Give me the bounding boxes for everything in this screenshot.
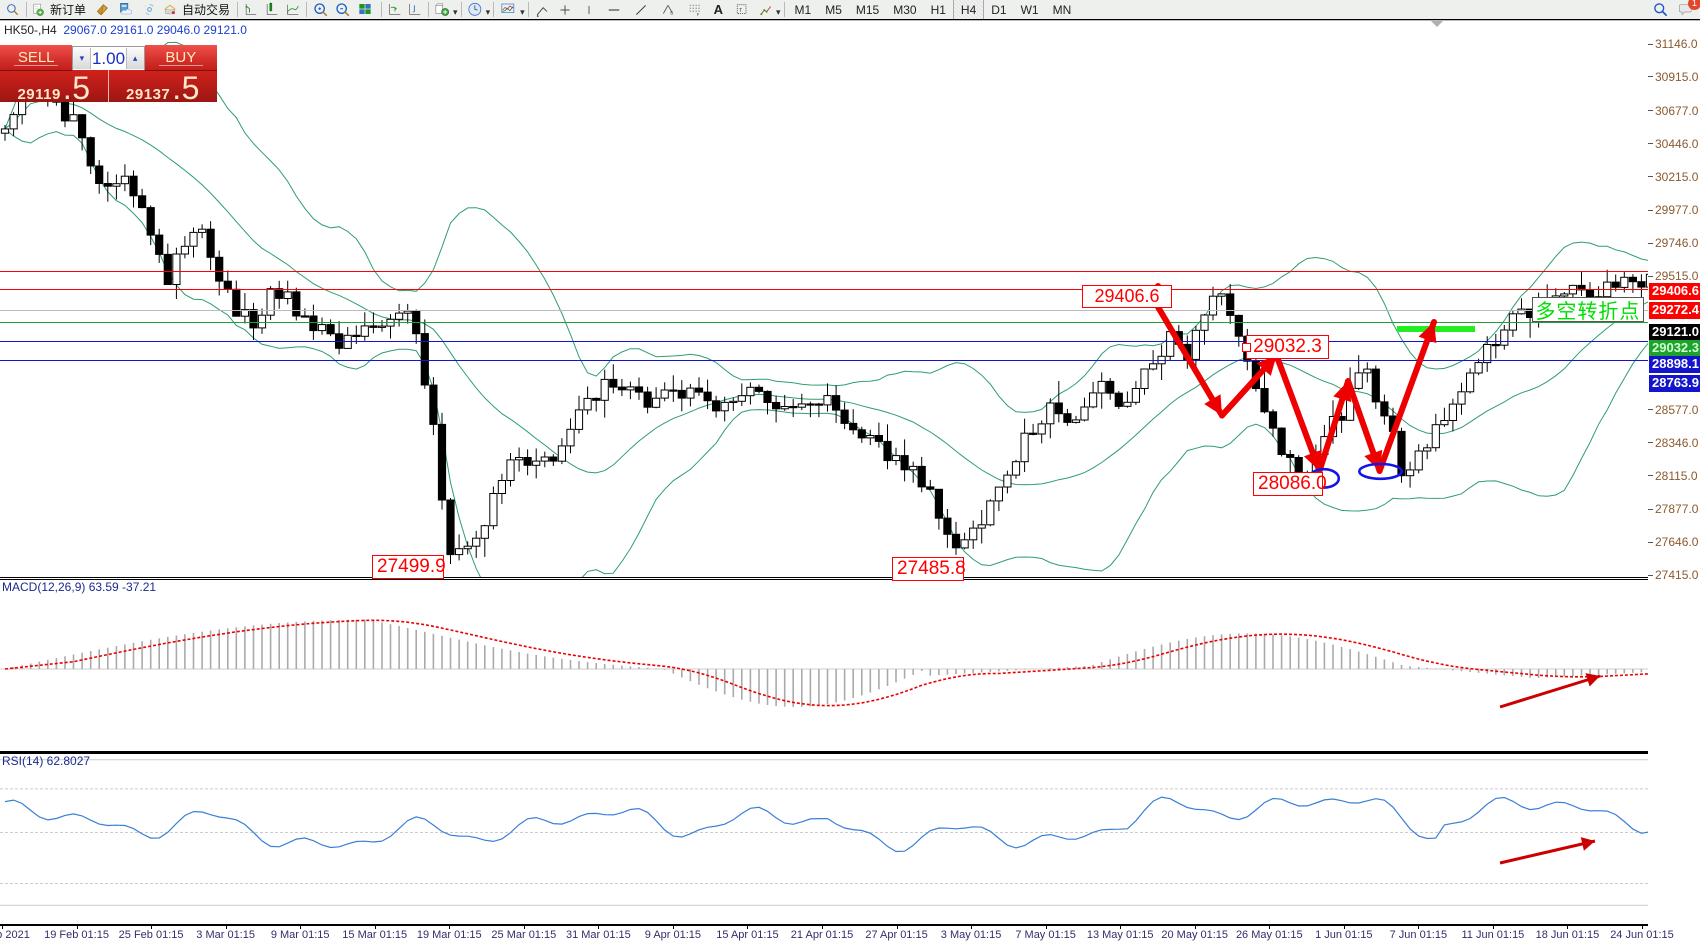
svg-text:E: E [670, 10, 673, 15]
svg-text:F: F [696, 11, 699, 16]
svg-text:T: T [739, 7, 743, 13]
